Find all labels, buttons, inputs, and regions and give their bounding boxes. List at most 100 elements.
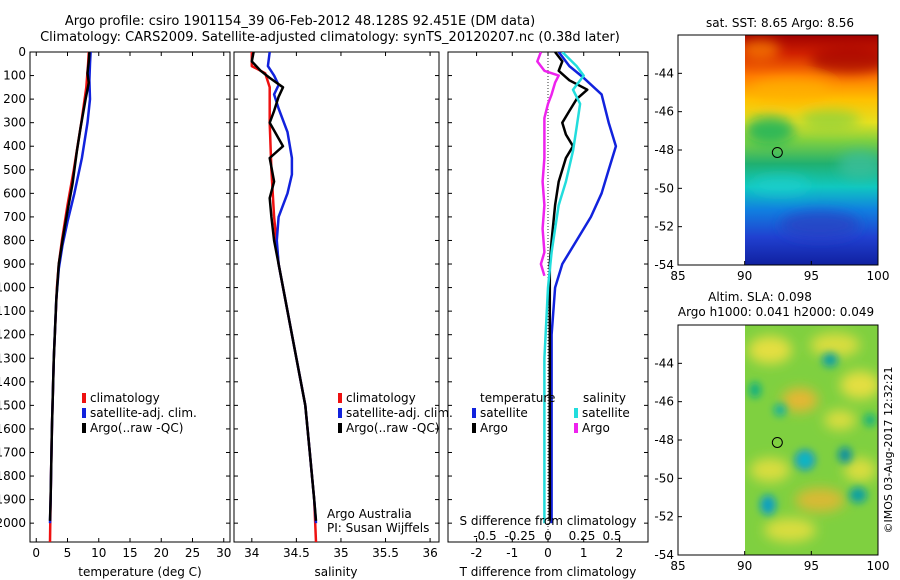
x-tick-label: -1 [506,546,518,560]
difference-x2label: S difference from climatology [460,514,637,528]
argo-location-marker [771,436,783,448]
x-tick-label: 15 [122,546,137,560]
legend-swatch-satellite [82,408,86,418]
series-line-s-satellite [543,52,585,524]
series-line-argo-raw-qc- [48,52,91,521]
temperature-x-ticks: 0 5 10 15 20 25 30 [32,52,231,560]
depth-ticks: 0 100 200 300 400 500 600 700 800 900 1000 1100 1200… [0,45,230,530]
x-tick-label: 35.5 [372,546,399,560]
depth-tick-label: 1400 [0,375,26,389]
legend-label-climatology: climatology [346,391,416,405]
map-y-tick-label: -44 [654,356,674,370]
legend-label-satellite: satellite-adj. clim. [346,406,453,420]
map-y-tick-label: -52 [654,510,674,524]
x-tick-label: 0 [544,546,552,560]
legend-label-satellite: satellite-adj. clim. [90,406,197,420]
legend-title-temperature: temperature [480,391,555,405]
sst-map-title: sat. SST: 8.65 Argo: 8.56 [706,16,854,30]
depth-tick-label: 0 [18,45,26,59]
depth-tick-label: 500 [3,163,26,177]
x-tick-label: 36 [422,546,437,560]
difference-lines [536,52,618,524]
x2-tick-label: -0.25 [504,529,535,543]
salinity-x-ticks: 34 34.5 35 35.5 36 [244,52,438,560]
series-line-argo-raw-qc- [250,52,318,521]
map-y-tick-label: -48 [654,433,674,447]
depth-tick-label: 100 [3,69,26,83]
depth-tick-label: 1300 [0,351,26,365]
x2-tick-label: -0.5 [473,529,496,543]
legend-title-salinity: salinity [583,391,626,405]
temperature-panel: 0100200300400500600700800900100011001200… [0,45,231,579]
depth-tick-label: 1900 [0,493,26,507]
temperature-xlabel: temperature (deg C) [78,565,201,579]
temperature-lines [48,52,92,542]
sst-map-ticks: 85 90 95 100 -44 -46 -48 -50 -52 -54 [654,66,889,283]
map-x-tick-label: 100 [867,559,890,573]
sla-heatmap [745,325,878,555]
legend-label-t-satellite: satellite [480,406,528,420]
salinity-y-ticks [234,51,439,524]
map-x-tick-label: 90 [737,269,752,283]
salinity-panel: 34 34.5 35 35.5 36 salinity climatology sate… [233,51,453,579]
depth-tick-label: 1500 [0,398,26,412]
x-tick-label: -2 [471,546,483,560]
map-x-tick-label: 85 [670,559,685,573]
legend-swatch-s-satellite [574,408,578,418]
map-y-tick-label: -54 [654,258,674,272]
difference-legend: temperature salinity satellite Argo sate… [472,391,630,435]
legend-swatch-argo [82,423,86,433]
difference-xlabel: T difference from climatology [459,565,637,579]
difference-y-ticks [448,51,648,524]
depth-tick-label: 1000 [0,281,26,295]
sla-map-subtitle: Argo h1000: 0.041 h2000: 0.049 [678,305,874,319]
legend-label-s-argo: Argo [582,421,610,435]
legend-label-argo: Argo(..raw -QC) [346,421,439,435]
annotation-pi: PI: Susan Wijffels [327,521,429,535]
x-tick-label: 25 [185,546,200,560]
sla-map-panel: Altim. SLA: 0.098 Argo h1000: 0.041 h200… [654,290,889,573]
difference-x-ticks: -2 -1 0 1 2 [471,52,624,560]
map-x-tick-label: 95 [804,269,819,283]
series-line-s-argo [536,52,560,277]
x-tick-label: 1 [580,546,588,560]
map-y-tick-label: -50 [654,471,674,485]
depth-tick-label: 1200 [0,328,26,342]
legend-label-s-satellite: satellite [582,406,630,420]
map-x-tick-label: 95 [804,559,819,573]
depth-tick-label: 1100 [0,304,26,318]
depth-tick-label: 1600 [0,422,26,436]
sst-heatmap [745,35,878,265]
annotation-institution: Argo Australia [327,507,412,521]
salinity-xlabel: salinity [314,565,357,579]
salinity-lines [250,52,318,542]
map-x-tick-label: 90 [737,559,752,573]
depth-tick-label: 400 [3,139,26,153]
x-tick-label: 30 [216,546,231,560]
header-title: Argo profile: csiro 1901154_39 06-Feb-20… [65,14,535,29]
depth-tick-label: 900 [3,257,26,271]
legend-swatch-argo [338,423,342,433]
temperature-legend: climatology satellite-adj. clim. Argo(..… [82,391,197,435]
map-y-tick-label: -52 [654,220,674,234]
legend-label-climatology: climatology [90,391,160,405]
map-y-tick-label: -46 [654,395,674,409]
map-y-tick-label: -54 [654,548,674,562]
x-tick-label: 2 [616,546,624,560]
map-y-tick-label: -46 [654,105,674,119]
x2-tick-label: 0 [544,529,552,543]
salinity-axes-frame [233,51,440,543]
depth-tick-label: 200 [3,92,26,106]
legend-swatch-climatology [338,393,342,403]
depth-tick-label: 1700 [0,445,26,459]
x2-tick-label: 0.25 [569,529,596,543]
map-y-tick-label: -48 [654,143,674,157]
sst-map-panel: sat. SST: 8.65 Argo: 8.56 85 90 95 100 -44 -4… [654,16,889,283]
map-x-tick-label: 100 [867,269,890,283]
x2-tick-label: 0.5 [602,529,621,543]
legend-swatch-t-satellite [472,408,476,418]
legend-swatch-climatology [82,393,86,403]
difference-x2-ticks: -0.5 -0.25 0 0.25 0.5 [473,529,621,543]
legend-swatch-satellite [338,408,342,418]
